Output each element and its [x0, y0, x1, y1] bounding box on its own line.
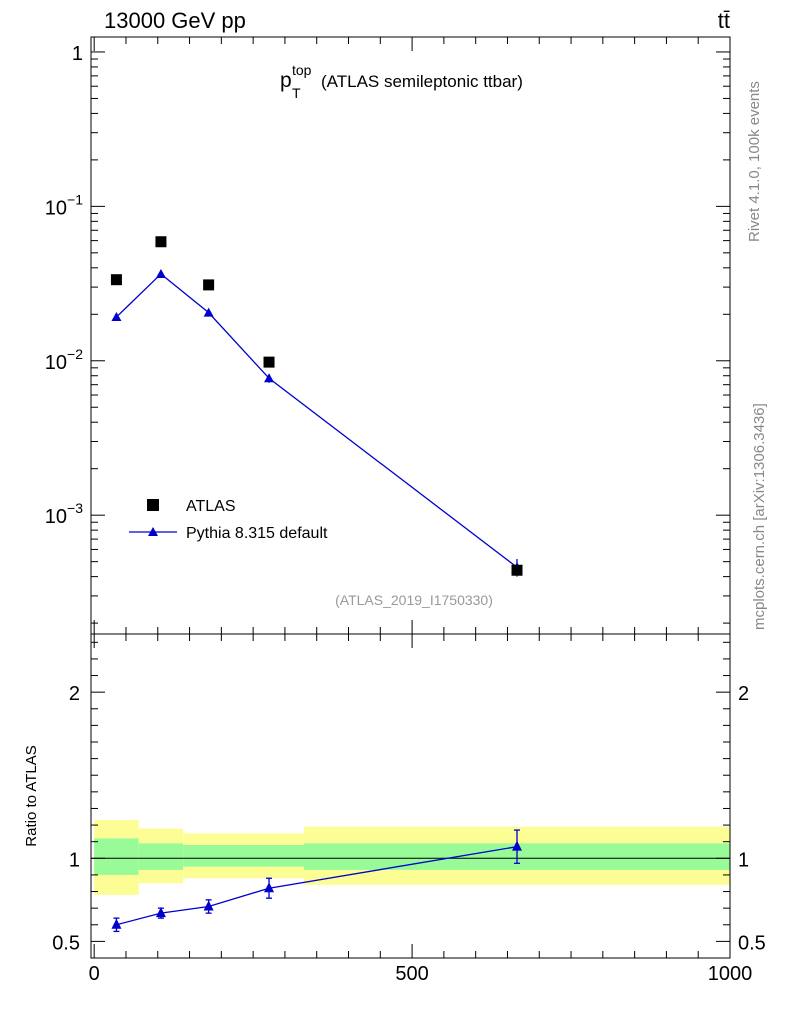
main-y-tick-label: 10−3 [45, 500, 83, 528]
plot-title-subscript: T [292, 85, 301, 101]
atlas-data-point [155, 236, 167, 248]
legend-pythia-label: Pythia 8.315 default [186, 525, 328, 542]
ratio-y-tick-label-left: 0.5 [52, 932, 80, 954]
ratio-data-point [512, 840, 522, 851]
legend-pythia-marker [148, 527, 158, 536]
atlas-data-point [511, 564, 523, 576]
pythia-data-point [264, 373, 275, 383]
plot-title-p: p [280, 69, 292, 92]
main-y-ticks: 1 10−1 10−2 10−3 [45, 37, 731, 634]
ratio-data-point [155, 907, 166, 918]
plot-title-text: (ATLAS semileptonic ttbar) [321, 72, 523, 91]
pythia-data-point [111, 312, 122, 322]
ratio-data-point [111, 918, 122, 929]
ratio-x-tick-label: 0 [89, 963, 100, 985]
process-label: tt̄ [718, 8, 730, 33]
ratio-inner-band [183, 845, 304, 867]
atlas-data-point [203, 279, 215, 291]
pythia-data-point [203, 307, 214, 317]
ratio-y-tick-label-right: 0.5 [738, 932, 766, 954]
main-y-tick-label: 10−1 [45, 191, 83, 219]
atlas-data-point [263, 356, 275, 368]
main-plot-frame [90, 36, 731, 635]
ratio-data-point [264, 882, 275, 893]
ratio-plot-marks [111, 829, 522, 933]
plot-title-superscript: top [292, 62, 312, 78]
main-plot-marks [110, 236, 523, 577]
source-label: mcplots.cern.ch [arXiv:1306.3436] [751, 403, 768, 630]
atlas-data-point [110, 274, 122, 286]
pythia-series-line [115, 273, 518, 568]
legend-atlas-marker [147, 499, 159, 511]
ratio-y-tick-label-left: 1 [69, 849, 80, 871]
pythia-data-point [155, 268, 166, 278]
ratio-axis-ticks: 0.5 0.5 1 1 2 2 0 500 1000 [52, 634, 766, 985]
ratio-uncertainty-bands [91, 820, 730, 895]
ratio-inner-band [138, 843, 184, 870]
analysis-label: (ATLAS_2019_I1750330) [335, 592, 493, 608]
rivet-version-label: Rivet 4.1.0, 100k events [746, 81, 763, 242]
ratio-x-tick-label: 500 [395, 963, 428, 985]
ratio-y-axis-label: Ratio to ATLAS [23, 745, 40, 846]
ratio-inner-band [94, 838, 139, 875]
ratio-data-point [203, 900, 214, 911]
ratio-plot-panel: 0.5 0.5 1 1 2 2 0 500 1000 Ratio to ATLAS [23, 633, 766, 985]
ratio-x-tick-label: 1000 [708, 963, 753, 985]
ratio-y-tick-label-left: 2 [69, 683, 80, 705]
legend-atlas-label: ATLAS [186, 498, 236, 515]
ratio-plot-frame [90, 633, 731, 959]
main-y-tick-label: 1 [72, 43, 83, 65]
main-y-tick-label: 10−2 [45, 346, 83, 374]
ratio-y-tick-label-right: 2 [738, 683, 749, 705]
ratio-y-tick-label-right: 1 [738, 849, 749, 871]
main-plot-panel: 1 10−1 10−2 10−3 p top T (ATLAS semileptoni… [45, 36, 731, 635]
collision-label: 13000 GeV pp [104, 8, 246, 33]
